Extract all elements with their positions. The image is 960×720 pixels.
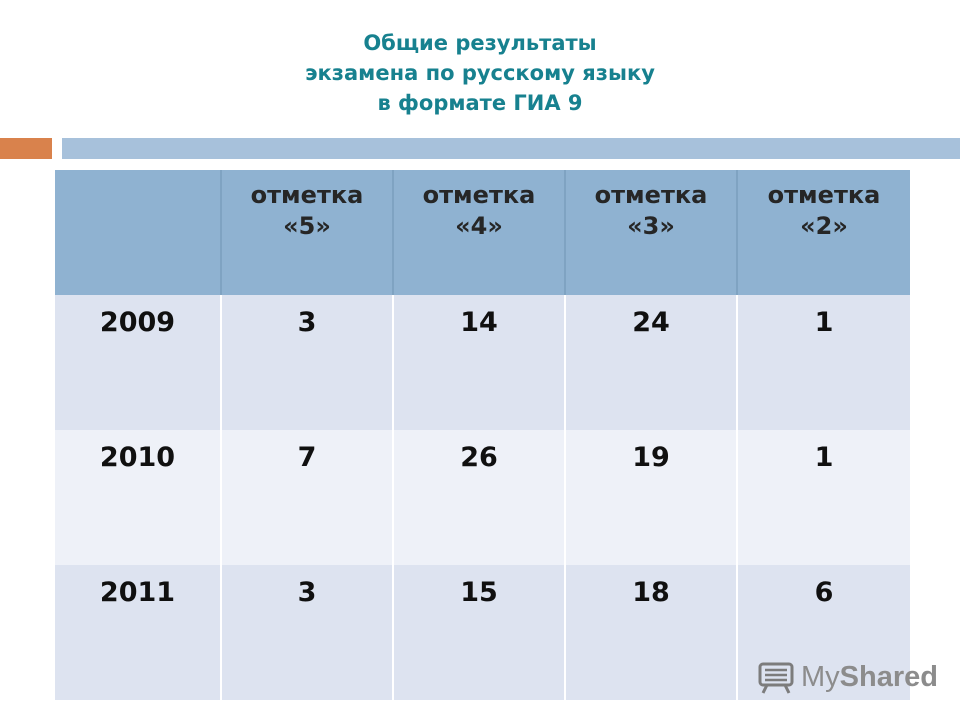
value-cell: 14 xyxy=(394,295,566,430)
value-cell: 15 xyxy=(394,565,566,700)
header-grade-2: отметка «2» xyxy=(738,170,910,295)
title-line-3: в формате ГИА 9 xyxy=(377,91,583,115)
header-grade-4: отметка «4» xyxy=(394,170,566,295)
watermark-text-my: My xyxy=(801,661,840,693)
table-row: 2010 7 26 19 1 xyxy=(55,430,910,565)
header-grade-3: отметка «3» xyxy=(566,170,738,295)
value-cell: 18 xyxy=(566,565,738,700)
title-line-2: экзамена по русскому языку xyxy=(305,61,655,85)
table-header-row: отметка «5» отметка «4» отметка «3» отме… xyxy=(55,170,910,295)
empty-header-cell xyxy=(55,170,222,295)
value-cell: 3 xyxy=(222,565,394,700)
results-table: отметка «5» отметка «4» отметка «3» отме… xyxy=(55,170,910,700)
accent-bar-blue xyxy=(62,138,960,159)
table-row: 2011 3 15 18 6 xyxy=(55,565,910,700)
value-cell: 6 xyxy=(738,565,910,700)
value-cell: 7 xyxy=(222,430,394,565)
value-cell: 24 xyxy=(566,295,738,430)
value-cell: 26 xyxy=(394,430,566,565)
title-line-1: Общие результаты xyxy=(363,31,597,55)
myshared-watermark: MyShared xyxy=(758,661,938,694)
year-cell: 2009 xyxy=(55,295,222,430)
year-cell: 2010 xyxy=(55,430,222,565)
slide-title: Общие результаты экзамена по русскому яз… xyxy=(0,28,960,118)
header-grade-5: отметка «5» xyxy=(222,170,394,295)
value-cell: 19 xyxy=(566,430,738,565)
watermark-text: MyShared xyxy=(801,661,938,694)
watermark-text-shared: Shared xyxy=(839,661,938,693)
value-cell: 3 xyxy=(222,295,394,430)
accent-bar-orange xyxy=(0,138,52,159)
value-cell: 1 xyxy=(738,430,910,565)
projector-screen-icon xyxy=(758,662,794,694)
value-cell: 1 xyxy=(738,295,910,430)
year-cell: 2011 xyxy=(55,565,222,700)
table-row: 2009 3 14 24 1 xyxy=(55,295,910,430)
